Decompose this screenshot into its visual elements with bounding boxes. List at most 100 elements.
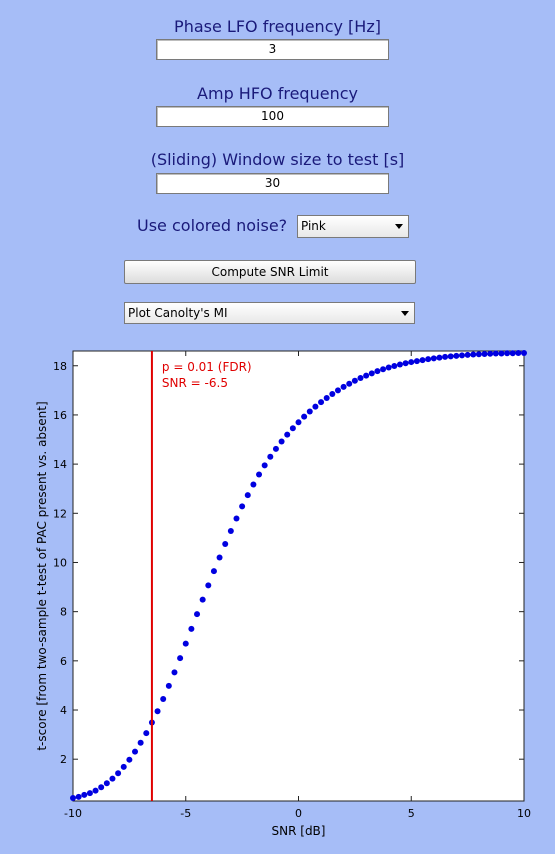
x-axis-label: SNR [dB] xyxy=(272,824,326,838)
x-tick-label: 0 xyxy=(295,807,302,820)
plot-type-value: Plot Canolty's MI xyxy=(128,306,228,320)
y-tick-label: 6 xyxy=(60,655,67,668)
x-tick: -5 xyxy=(180,351,191,820)
data-point xyxy=(419,357,426,364)
data-point xyxy=(442,353,449,360)
data-point xyxy=(402,360,409,367)
y-tick-label: 14 xyxy=(53,458,67,471)
phase-frequency-label: Phase LFO frequency [Hz] xyxy=(174,17,381,36)
data-point xyxy=(351,377,358,384)
data-point xyxy=(194,611,201,618)
data-point xyxy=(278,438,285,445)
data-point xyxy=(182,640,189,647)
data-point xyxy=(357,375,364,382)
x-tick-label: -5 xyxy=(180,807,191,820)
y-tick: 2 xyxy=(60,753,524,766)
data-point xyxy=(98,784,105,791)
amp-frequency-input[interactable]: 100 xyxy=(156,106,389,127)
x-tick: 5 xyxy=(408,351,415,820)
data-point xyxy=(103,780,110,787)
data-point xyxy=(256,471,263,478)
data-point xyxy=(509,350,516,357)
data-point xyxy=(374,368,381,375)
data-point xyxy=(165,682,172,689)
data-point xyxy=(329,391,336,398)
data-point xyxy=(498,350,505,357)
y-tick: 8 xyxy=(60,606,524,619)
data-point xyxy=(115,770,122,777)
compute-snr-limit-button[interactable]: Compute SNR Limit xyxy=(124,260,416,284)
data-point xyxy=(318,399,325,406)
y-tick-label: 2 xyxy=(60,753,67,766)
data-point xyxy=(205,582,212,589)
noise-type-value: Pink xyxy=(301,219,326,233)
data-point xyxy=(312,403,319,410)
data-point xyxy=(86,790,93,797)
data-point xyxy=(453,352,460,359)
y-tick: 12 xyxy=(53,507,524,520)
plot-type-select[interactable]: Plot Canolty's MI xyxy=(124,302,415,324)
data-point xyxy=(380,366,387,373)
data-point xyxy=(504,350,511,357)
data-point xyxy=(126,756,133,763)
data-point xyxy=(487,350,494,357)
x-tick-label: 10 xyxy=(517,807,531,820)
amp-frequency-label: Amp HFO frequency xyxy=(197,84,358,103)
data-point xyxy=(222,541,229,548)
data-point xyxy=(481,350,488,357)
y-tick: 18 xyxy=(53,360,524,373)
y-ticks: 2 4 6 8 10 12 14 16 18 xyxy=(53,360,524,766)
data-point xyxy=(295,419,302,426)
phase-frequency-input[interactable]: 3 xyxy=(156,39,389,60)
chevron-down-icon xyxy=(395,224,403,229)
y-axis-label: t-score [from two-sample t-test of PAC p… xyxy=(35,401,49,750)
data-point xyxy=(154,708,161,715)
data-point xyxy=(132,748,139,755)
data-point xyxy=(261,462,268,469)
data-point xyxy=(521,349,527,356)
data-point xyxy=(470,351,477,358)
chevron-down-icon xyxy=(401,311,409,316)
data-point xyxy=(396,361,403,368)
data-point xyxy=(458,352,465,359)
window-size-label: (Sliding) Window size to test [s] xyxy=(150,150,405,169)
data-point xyxy=(515,349,522,356)
data-point xyxy=(340,383,347,390)
data-point xyxy=(436,354,443,361)
annotation-p-value: p = 0.01 (FDR) xyxy=(162,360,252,374)
data-point xyxy=(188,625,195,632)
noise-type-select[interactable]: Pink xyxy=(297,215,409,238)
y-tick: 16 xyxy=(53,409,524,422)
x-tick: 0 xyxy=(295,351,302,820)
x-tick-label: 5 xyxy=(408,807,415,820)
data-point xyxy=(177,655,184,662)
data-point xyxy=(227,528,234,534)
data-point xyxy=(408,359,415,366)
y-tick-label: 4 xyxy=(60,704,67,717)
data-point xyxy=(391,363,398,369)
axes-background xyxy=(72,350,525,802)
colored-noise-label: Use colored noise? xyxy=(137,216,288,235)
y-tick-label: 18 xyxy=(53,360,67,373)
y-tick: 4 xyxy=(60,704,524,717)
data-point xyxy=(284,431,291,438)
data-point xyxy=(334,387,341,394)
window-size-input[interactable]: 30 xyxy=(156,173,389,194)
data-point xyxy=(233,515,240,522)
y-tick-label: 12 xyxy=(53,507,67,520)
y-tick-label: 10 xyxy=(53,556,67,569)
data-point xyxy=(492,350,499,357)
y-tick: 10 xyxy=(53,556,524,569)
data-point xyxy=(475,351,482,358)
data-point xyxy=(137,739,144,746)
data-point xyxy=(109,775,116,782)
data-point xyxy=(70,795,76,802)
data-point xyxy=(425,356,432,363)
data-point xyxy=(75,793,82,800)
data-point xyxy=(143,730,150,737)
data-point xyxy=(289,425,296,432)
data-point xyxy=(447,353,454,360)
data-point xyxy=(250,481,257,488)
data-point xyxy=(216,554,223,561)
